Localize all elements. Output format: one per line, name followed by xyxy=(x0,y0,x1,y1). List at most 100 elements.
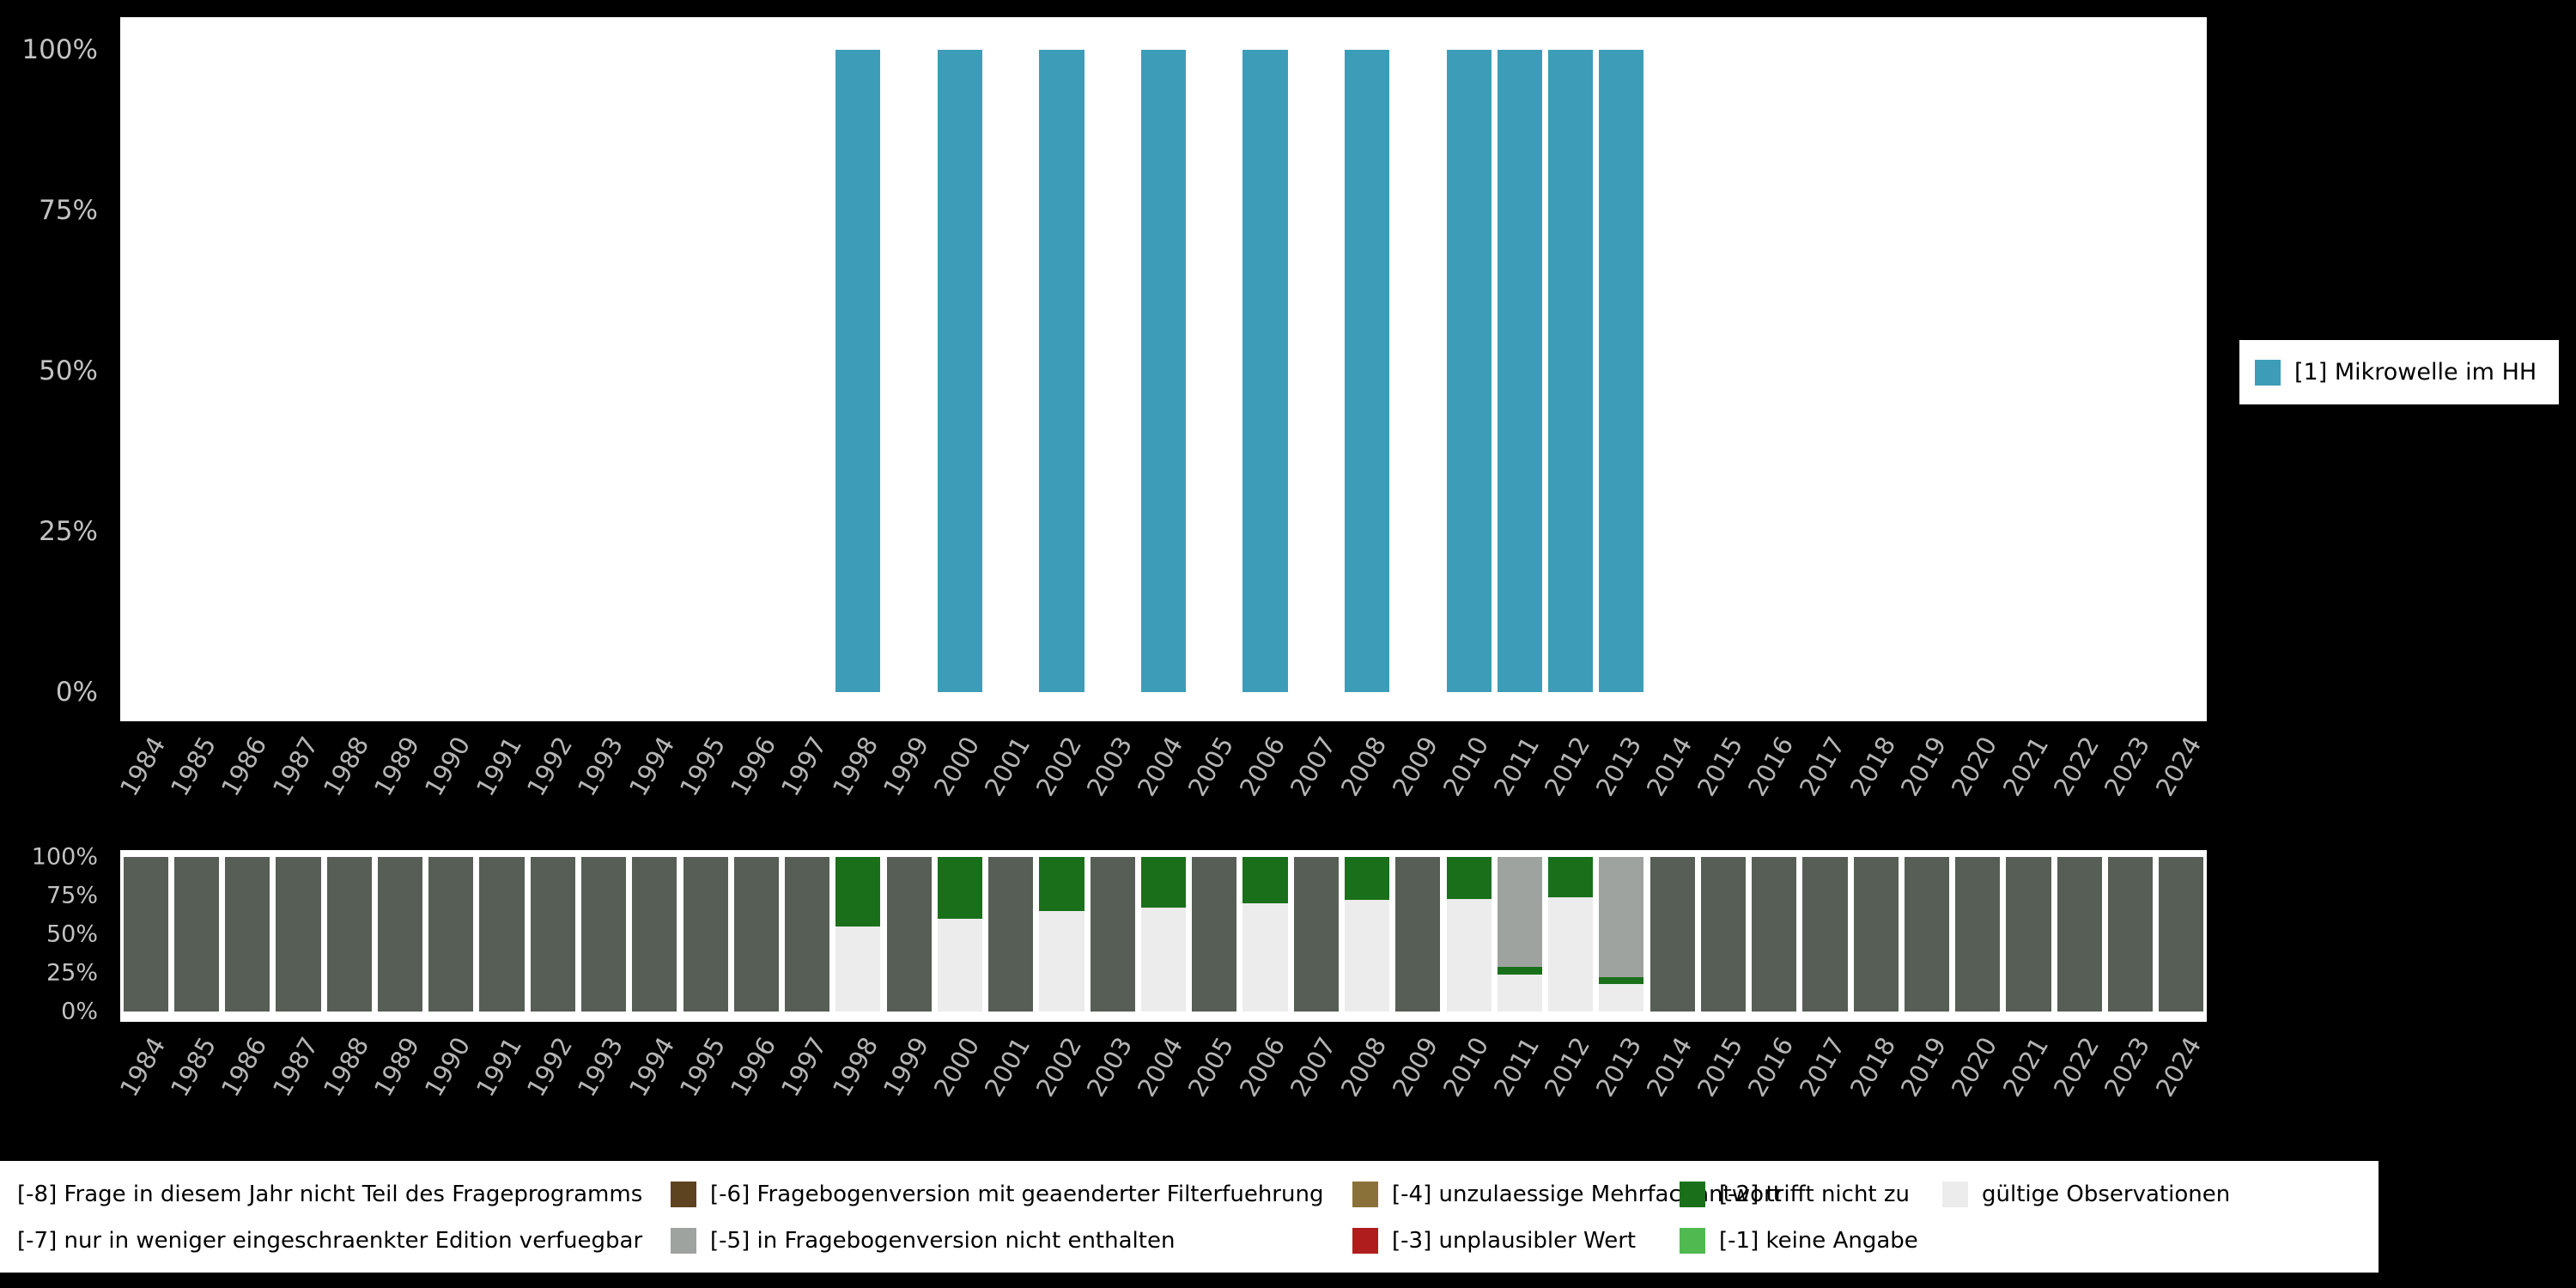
legend-item-label: gültige Observationen xyxy=(1982,1182,2231,1207)
x-tick-label: 1984 xyxy=(113,732,172,801)
x-tick-label: 1994 xyxy=(623,1032,680,1102)
bar-1996 xyxy=(733,857,779,1012)
missing-values-plot xyxy=(120,857,2207,1012)
bar-segment xyxy=(1497,857,1542,967)
bar-2008 xyxy=(1344,50,1390,692)
bar-1998 xyxy=(835,857,881,1012)
x-tick-label: 1985 xyxy=(164,1032,222,1102)
x-tick-label: 2000 xyxy=(928,732,986,801)
x-tick-label: 2013 xyxy=(1589,732,1647,801)
bar-segment xyxy=(1140,50,1187,692)
valid-chart-legend: [1] Mikrowelle im HH xyxy=(2239,340,2559,404)
bar-2000 xyxy=(937,50,982,692)
bar-1993 xyxy=(580,857,627,1012)
legend-swatch xyxy=(671,1228,696,1254)
bar-2005 xyxy=(1192,857,1237,1012)
bar-segment xyxy=(580,857,627,1012)
valid-values-chart-panel xyxy=(120,17,2207,721)
bar-2014 xyxy=(1649,857,1695,1012)
bar-segment xyxy=(225,857,270,1012)
bar-segment xyxy=(937,857,982,919)
x-tick-label: 2021 xyxy=(1996,1032,2054,1102)
x-tick-label: 2024 xyxy=(2149,732,2207,801)
bar-2004 xyxy=(1140,857,1187,1012)
x-tick-label: 1994 xyxy=(623,732,680,801)
x-tick-label: 2011 xyxy=(1487,1032,1546,1102)
bar-2012 xyxy=(1548,857,1594,1012)
bar-segment xyxy=(1395,857,1441,1012)
bar-segment xyxy=(1140,857,1187,908)
legend-item-label: [-7] nur in weniger eingeschraenkter Edi… xyxy=(17,1228,643,1254)
x-tick-label: 2019 xyxy=(1895,1032,1953,1102)
x-tick-label: 1992 xyxy=(520,732,579,801)
x-tick-label: 2023 xyxy=(2099,732,2156,801)
x-tick-label: 2017 xyxy=(1793,1032,1850,1102)
bar-segment xyxy=(1293,857,1339,1012)
x-tick-label: 2012 xyxy=(1539,732,1596,801)
x-tick-label: 2001 xyxy=(979,732,1036,801)
x-tick-label: 1988 xyxy=(317,732,375,801)
bar-2008 xyxy=(1344,857,1390,1012)
bar-2024 xyxy=(2159,857,2204,1012)
bar-1998 xyxy=(835,50,881,692)
x-tick-label: 1990 xyxy=(419,732,477,801)
bar-1994 xyxy=(632,857,677,1012)
x-tick-label: 1997 xyxy=(775,732,833,801)
valid-chart-x-axis: 1984 1985 1986 1987 1988 1989 1990 1991 1992 1993… xyxy=(114,732,2207,843)
legend-item: [-2] trifft nicht zu xyxy=(1680,1182,1942,1207)
bar-segment xyxy=(1599,50,1644,692)
x-tick-label: 2004 xyxy=(1132,1032,1189,1102)
legend-item-label: [-5] in Fragebogenversion nicht enthalte… xyxy=(710,1228,1176,1254)
x-tick-label: 1998 xyxy=(826,732,884,801)
x-tick-label: 2010 xyxy=(1437,732,1495,801)
bar-segment xyxy=(2057,857,2102,1012)
bar-2006 xyxy=(1242,50,1288,692)
bar-1992 xyxy=(530,857,575,1012)
bar-segment xyxy=(1955,857,2001,1012)
legend-item: [-5] in Fragebogenversion nicht enthalte… xyxy=(671,1228,1352,1254)
x-tick-label: 2009 xyxy=(1386,1032,1443,1102)
bar-segment xyxy=(1599,983,1644,1012)
legend-item: [-1] keine Angabe xyxy=(1680,1228,1942,1254)
legend-swatch xyxy=(2255,359,2281,386)
bar-segment xyxy=(276,857,321,1012)
bar-segment xyxy=(1649,857,1695,1012)
x-tick-label: 2007 xyxy=(1284,732,1342,801)
x-tick-label: 2010 xyxy=(1437,1032,1495,1102)
x-tick-label: 1993 xyxy=(572,1032,629,1102)
x-tick-label: 2003 xyxy=(1080,1032,1139,1102)
bar-segment xyxy=(1090,857,1135,1012)
bar-2004 xyxy=(1140,50,1187,692)
legend-item: [-8] Frage in diesem Jahr nicht Teil des… xyxy=(17,1182,671,1207)
x-tick-label: 2020 xyxy=(1946,732,2003,801)
bar-segment xyxy=(1599,977,1644,984)
bar-2012 xyxy=(1548,50,1594,692)
bar-2002 xyxy=(1039,50,1084,692)
bar-2001 xyxy=(988,857,1034,1012)
bar-segment xyxy=(733,857,779,1012)
bar-2013 xyxy=(1599,857,1644,1012)
x-tick-label: 2004 xyxy=(1132,732,1189,801)
bar-2023 xyxy=(2108,857,2154,1012)
bar-1987 xyxy=(276,857,321,1012)
bar-segment xyxy=(2159,857,2204,1012)
bar-segment xyxy=(1752,857,1797,1012)
bar-segment xyxy=(988,857,1034,1012)
x-tick-label: 2021 xyxy=(1996,732,2054,801)
bar-segment xyxy=(173,857,219,1012)
x-tick-label: 2006 xyxy=(1233,1032,1291,1102)
x-tick-label: 2011 xyxy=(1487,732,1546,801)
bar-segment xyxy=(377,857,423,1012)
bar-segment xyxy=(835,50,881,692)
legend-item: [-3] unplausibler Wert xyxy=(1352,1228,1680,1254)
bar-segment xyxy=(1192,857,1237,1012)
x-tick-label: 1992 xyxy=(520,1032,579,1102)
bar-segment xyxy=(1497,966,1542,975)
bar-2022 xyxy=(2057,857,2102,1012)
valid-values-plot xyxy=(120,50,2207,692)
bar-segment xyxy=(683,857,728,1012)
x-tick-label: 1989 xyxy=(368,1032,426,1102)
x-tick-label: 2022 xyxy=(2047,1032,2105,1102)
y-tick-label: 50% xyxy=(46,920,98,948)
y-tick-label: 0% xyxy=(55,677,98,708)
